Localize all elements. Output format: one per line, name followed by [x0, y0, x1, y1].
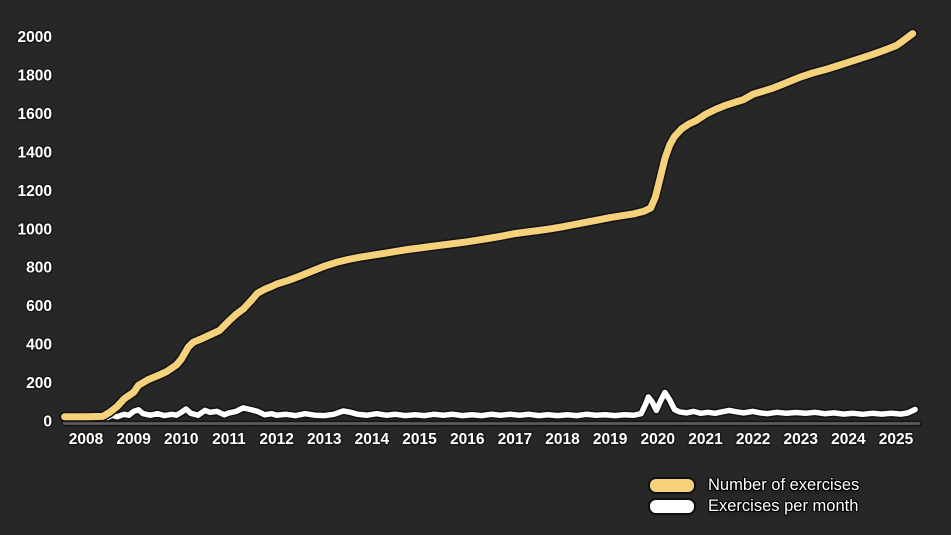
exercises-per-month-swatch: [648, 498, 696, 515]
x-tick-label: 2009: [116, 431, 151, 448]
x-tick-label: 2008: [69, 431, 104, 448]
y-tick-label: 400: [26, 337, 52, 354]
exercises-per-month-line: [104, 389, 918, 421]
x-tick-label: 2017: [498, 431, 532, 448]
x-tick-label: 2016: [450, 431, 485, 448]
x-tick-label: 2020: [641, 431, 675, 448]
legend-item-number-of-exercises: Number of exercises: [648, 477, 859, 494]
x-tick-label: 2012: [259, 431, 293, 448]
y-tick-label: 1000: [18, 221, 52, 238]
number-of-exercises-line: [61, 30, 917, 421]
x-tick-label: 2021: [688, 431, 723, 448]
y-tick-label: 1200: [18, 183, 52, 200]
legend-item-exercises-per-month: Exercises per month: [648, 498, 859, 515]
y-tick-label: 600: [26, 298, 52, 315]
legend-label-number-of-exercises: Number of exercises: [708, 476, 860, 494]
x-tick-label: 2015: [402, 431, 437, 448]
x-tick-label: 2013: [307, 431, 342, 448]
y-tick-label: 200: [26, 375, 52, 392]
x-tick-label: 2019: [593, 431, 628, 448]
x-tick-label: 2022: [736, 431, 770, 448]
y-tick-label: 800: [26, 260, 52, 277]
x-tick-label: 2023: [784, 431, 819, 448]
x-tick-label: 2024: [831, 431, 866, 448]
y-tick-label: 0: [43, 414, 52, 431]
x-tick-label: 2014: [355, 431, 390, 448]
y-tick-label: 2000: [18, 29, 52, 46]
x-tick-label: 2018: [545, 431, 580, 448]
x-tick-label: 2025: [879, 431, 914, 448]
x-tick-label: 2011: [212, 431, 246, 448]
y-tick-label: 1400: [18, 144, 52, 161]
y-tick-label: 1600: [18, 106, 52, 123]
number-of-exercises-line-outline: [59, 28, 918, 422]
y-tick-label: 1800: [18, 67, 52, 84]
x-tick-label: 2010: [164, 431, 198, 448]
legend: Number of exercises Exercises per month: [648, 477, 859, 515]
number-of-exercises-swatch: [648, 477, 696, 494]
legend-label-exercises-per-month: Exercises per month: [708, 497, 859, 515]
